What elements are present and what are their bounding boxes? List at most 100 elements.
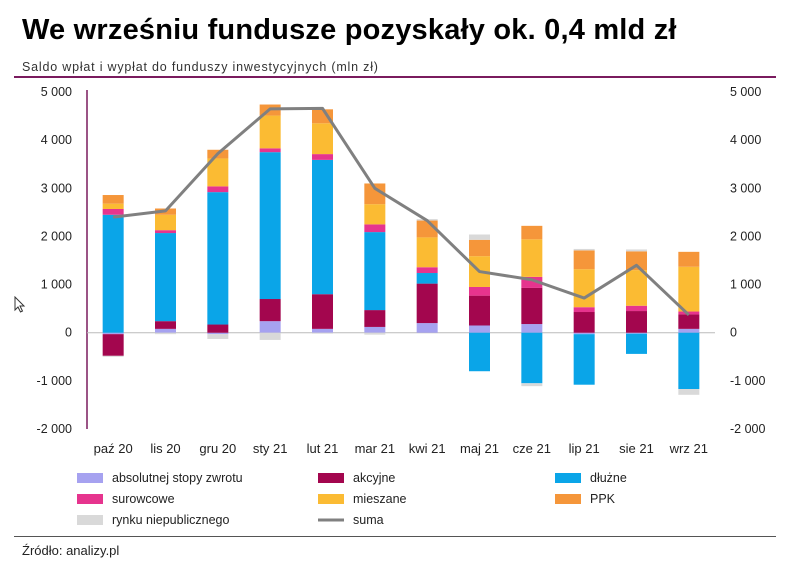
bar-segment: [102, 334, 124, 356]
bar-segment: [364, 332, 386, 335]
y-tick-label-left: 1 000: [41, 278, 72, 292]
bar-segment: [626, 311, 647, 333]
bar-segment: [521, 276, 543, 288]
bar-segment: [626, 249, 647, 252]
legend-label: akcyjne: [353, 471, 395, 485]
footer-divider: [14, 536, 776, 537]
x-tick-label: sie 21: [619, 441, 654, 456]
legend-swatch: [77, 494, 103, 504]
bar-segment: [469, 332, 490, 372]
bar-segment: [416, 283, 438, 324]
bar-segment: [312, 154, 333, 160]
y-tick-label-right: -1 000: [730, 374, 765, 388]
bar-segment: [207, 324, 229, 333]
legend-label: suma: [353, 513, 384, 527]
bar-segment: [312, 294, 333, 329]
bar-segment: [521, 332, 543, 384]
bar-segment: [573, 307, 595, 313]
bar-segment: [521, 239, 543, 277]
legend-label: rynku niepublicznego: [112, 513, 229, 527]
bar-segment: [102, 208, 124, 215]
y-tick-label-left: 4 000: [41, 133, 72, 147]
bar-segment: [312, 332, 333, 334]
y-tick-label-right: 3 000: [730, 181, 761, 195]
bar-segment: [102, 355, 124, 357]
bar-segment: [102, 214, 124, 333]
bar-segment: [207, 186, 229, 193]
bar-segment: [364, 183, 386, 205]
bar-segment: [259, 148, 281, 153]
bar-segment: [626, 270, 647, 306]
legend-label: surowcowe: [112, 492, 175, 506]
bar-segment: [678, 328, 700, 333]
legend-label: dłużne: [590, 471, 627, 485]
bar-segment: [678, 332, 700, 390]
bar-segment: [521, 383, 543, 387]
legend-swatch: [77, 473, 103, 483]
bar-segment: [469, 234, 490, 240]
bar-segment: [416, 273, 438, 284]
mouse-cursor-icon: [14, 296, 26, 313]
bar-segment: [312, 123, 333, 155]
bar-segment: [416, 323, 438, 333]
y-tick-label-left: 0: [65, 326, 72, 340]
legend-swatch: [555, 494, 581, 504]
bar-segment: [416, 267, 438, 274]
y-tick-label-left: -2 000: [37, 422, 72, 436]
axis-labels: -2 000 -2 000 -1 000 -1 000 0 0 1 000 1 000 2 00…: [37, 85, 766, 456]
bar-segment: [259, 321, 281, 333]
bar-segment: [259, 152, 281, 300]
bar-segment: [573, 269, 595, 308]
bar-segment: [207, 332, 229, 335]
bar-segment: [573, 250, 595, 270]
bar-segment: [312, 328, 333, 333]
x-tick-label: sty 21: [253, 441, 288, 456]
legend-label: absolutnej stopy zwrotu: [112, 471, 243, 485]
bar-segment: [102, 203, 124, 209]
bar-segment: [573, 332, 595, 335]
bars: [102, 104, 700, 395]
bar-segment: [259, 299, 281, 322]
bar-segment: [364, 204, 386, 225]
x-tick-label: maj 21: [460, 441, 499, 456]
bar-segment: [469, 325, 490, 333]
bar-segment: [626, 251, 647, 271]
bar-segment: [155, 233, 176, 322]
bar-segment: [573, 248, 595, 251]
bar-segment: [678, 251, 700, 267]
bar-segment: [102, 332, 124, 335]
x-tick-label: lip 21: [569, 441, 600, 456]
legend-label: mieszane: [353, 492, 407, 506]
sum-polyline: [112, 106, 690, 316]
bar-segment: [626, 332, 647, 334]
bar-segment: [364, 310, 386, 327]
bar-segment: [155, 321, 176, 329]
bar-segment: [416, 237, 438, 268]
bar-segment: [155, 332, 176, 335]
bar-segment: [155, 230, 176, 234]
x-tick-label: wrz 21: [669, 441, 708, 456]
bar-segment: [469, 295, 490, 326]
bar-segment: [678, 266, 700, 312]
x-tick-label: paź 20: [94, 441, 133, 456]
bar-segment: [573, 334, 595, 385]
header-divider: [14, 76, 776, 78]
legend: absolutnej stopy zwrotu akcyjne dłużne suro…: [77, 471, 627, 527]
bar-segment: [469, 239, 490, 257]
y-tick-label-left: 3 000: [41, 181, 72, 195]
chart-subtitle: Saldo wpłat i wypłat do funduszy inwesty…: [22, 60, 379, 74]
bar-segment: [155, 214, 176, 231]
bar-segment: [521, 287, 543, 325]
y-tick-label-right: 4 000: [730, 133, 761, 147]
y-tick-label-right: 5 000: [730, 85, 761, 99]
bar-segment: [678, 389, 700, 395]
bar-segment: [259, 332, 281, 340]
y-tick-label-left: -1 000: [37, 374, 72, 388]
bar-segment: [312, 109, 333, 124]
y-tick-label-right: -2 000: [730, 422, 765, 436]
bar-segment: [207, 158, 229, 187]
legend-swatch: [318, 473, 344, 483]
y-tick-label-right: 0: [730, 326, 737, 340]
bar-segment: [521, 225, 543, 240]
